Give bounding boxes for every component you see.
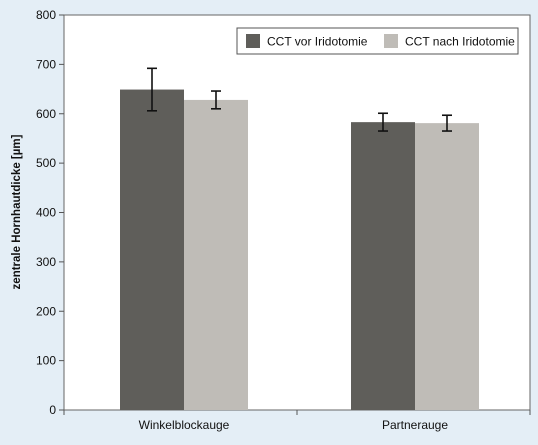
bar-vor-winkelblockauge <box>120 89 184 411</box>
y-tick-label: 100 <box>36 354 56 368</box>
y-tick-label: 700 <box>36 57 56 71</box>
error-bar <box>378 112 388 132</box>
error-bar <box>211 90 221 110</box>
x-category-label: Partnerauge <box>382 418 448 432</box>
legend: CCT vor Iridotomie CCT nach Iridotomie <box>236 27 519 55</box>
legend-swatch <box>246 34 260 48</box>
bar-nach-partnerauge <box>415 123 479 410</box>
y-tick-label: 500 <box>36 156 56 170</box>
y-tick-label: 800 <box>36 8 56 22</box>
legend-box <box>236 27 519 55</box>
error-bar <box>147 67 157 112</box>
legend-swatch <box>384 34 398 48</box>
y-tick-label: 400 <box>36 206 56 220</box>
y-tick-label: 0 <box>49 403 56 417</box>
legend-label: CCT vor Iridotomie <box>267 35 368 49</box>
legend-label: CCT nach Iridotomie <box>405 35 515 49</box>
x-category-label: Winkelblockauge <box>139 418 230 432</box>
y-axis-title: zentrale Hornhautdicke [µm] <box>11 134 23 289</box>
y-tick-label: 600 <box>36 107 56 121</box>
y-tick-label: 200 <box>36 304 56 318</box>
bar-vor-partnerauge <box>351 122 415 411</box>
error-bar <box>442 114 452 132</box>
y-tick-label: 300 <box>36 255 56 269</box>
bar-nach-winkelblockauge <box>184 99 248 411</box>
